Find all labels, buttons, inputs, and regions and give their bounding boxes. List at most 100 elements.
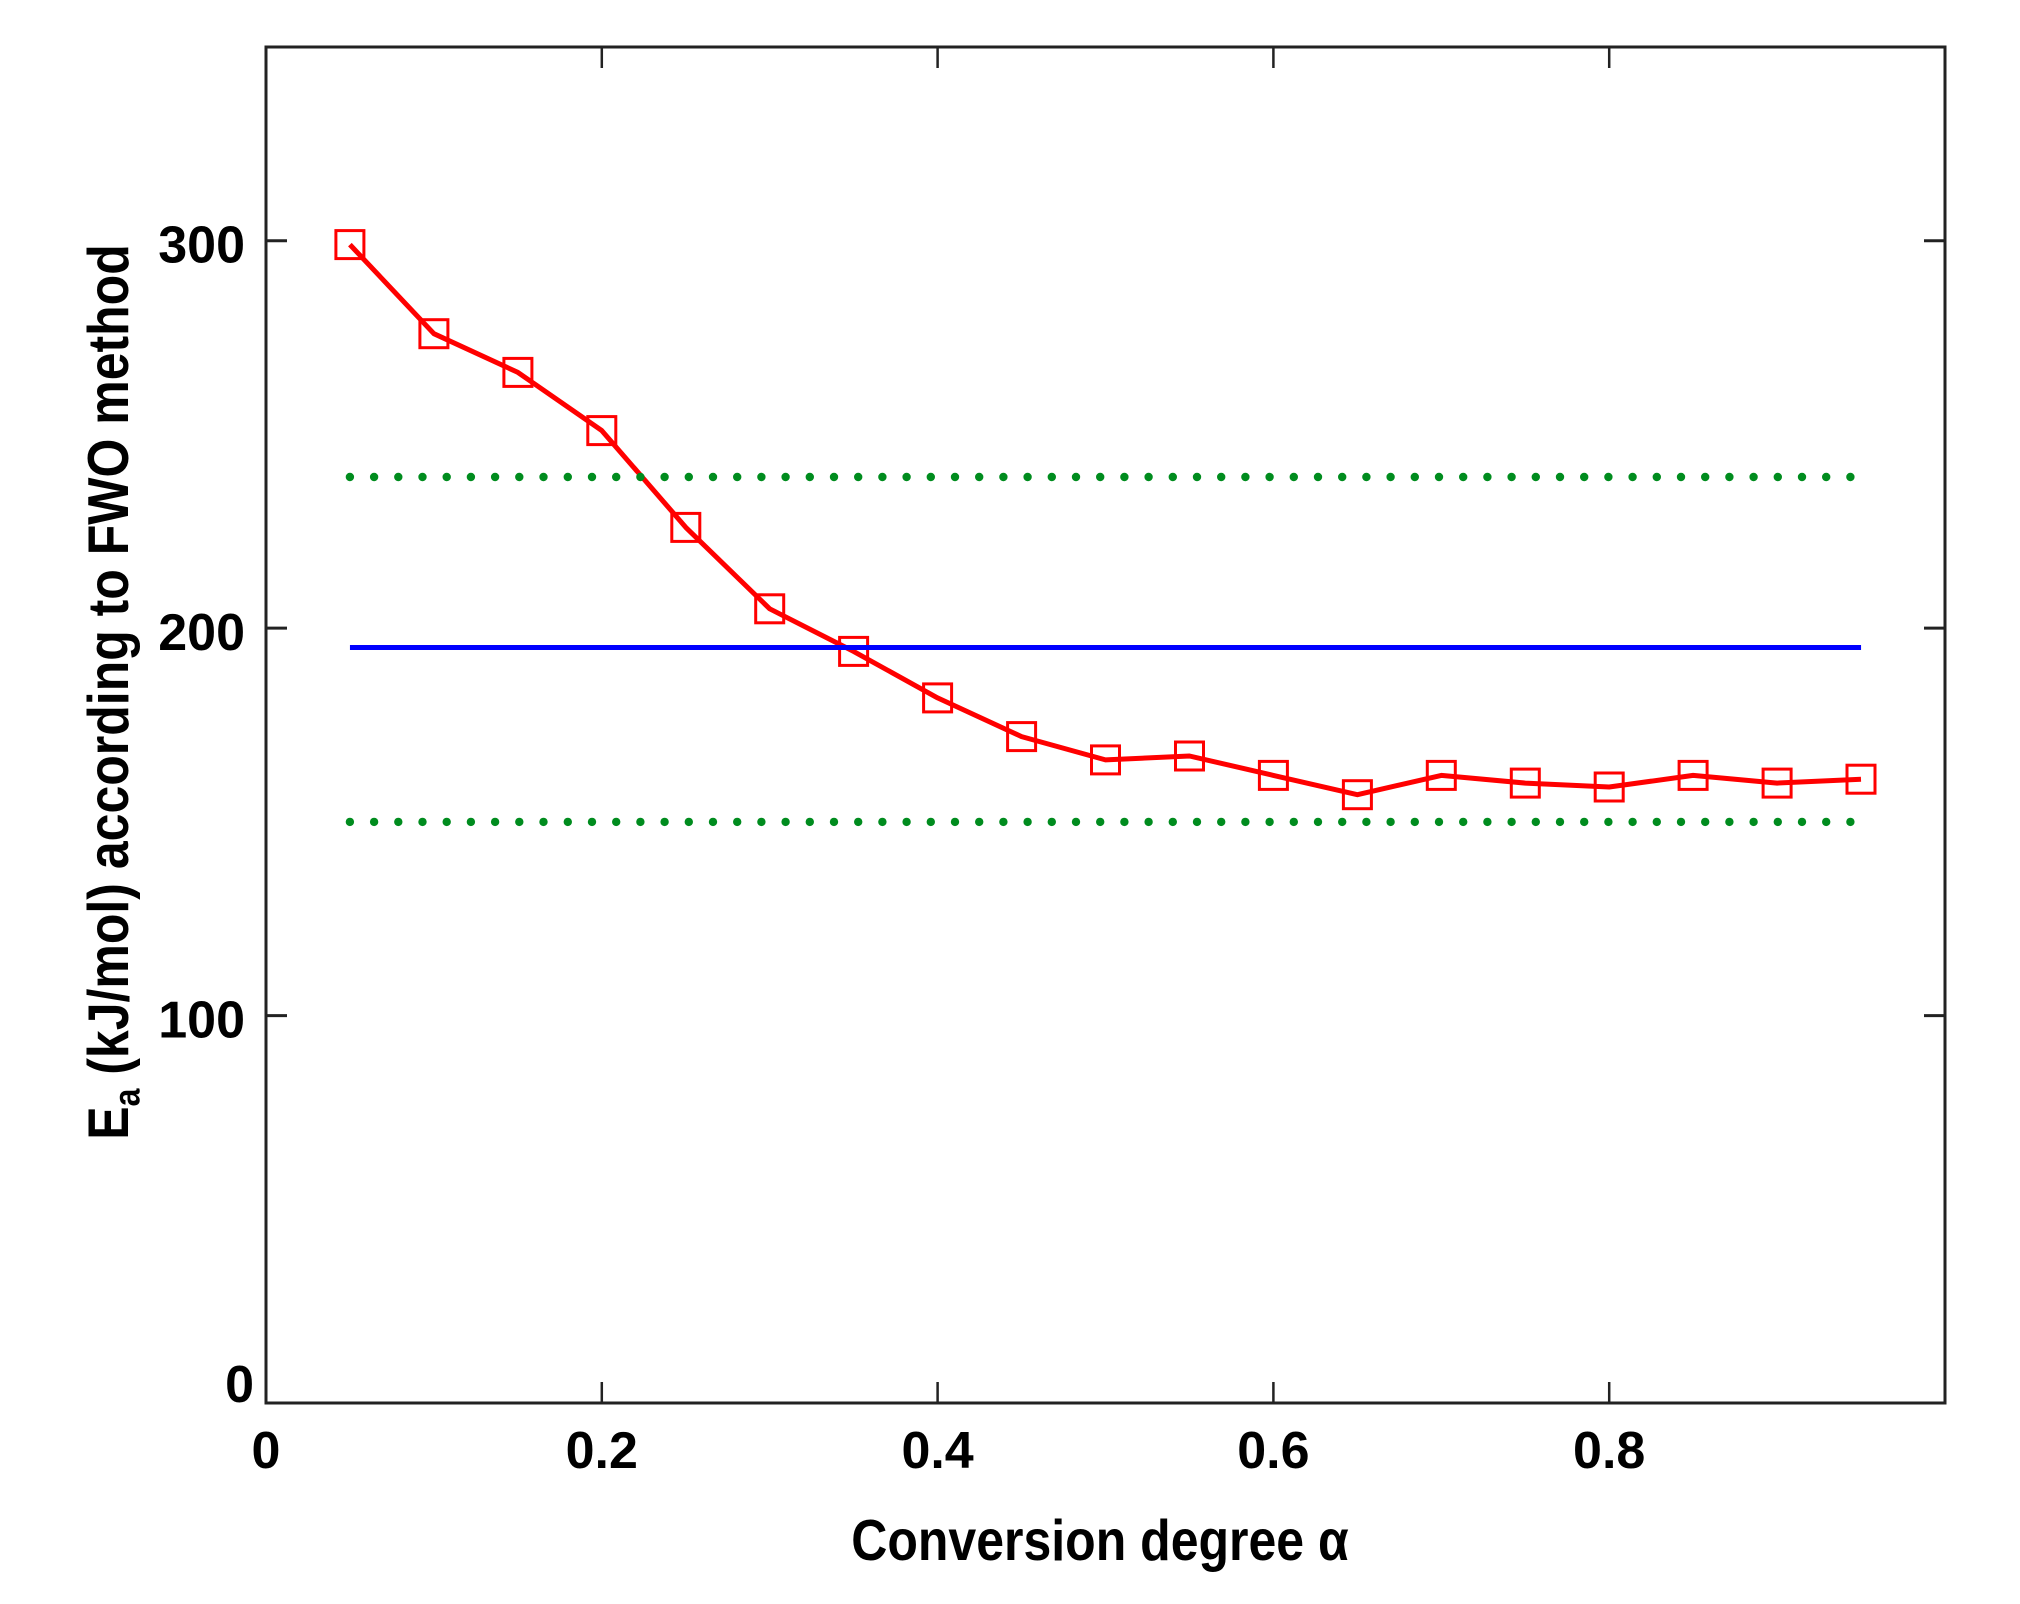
dot <box>781 817 790 827</box>
dot <box>1652 817 1662 827</box>
square-marker <box>1761 767 1793 799</box>
dot <box>1313 817 1323 827</box>
dot <box>1217 817 1226 827</box>
dot <box>1434 472 1444 482</box>
dot <box>442 817 451 827</box>
dot <box>612 817 621 827</box>
dot <box>757 817 766 827</box>
square-marker <box>1006 721 1038 753</box>
dot <box>805 472 814 482</box>
dot <box>781 472 790 482</box>
dot <box>539 472 548 482</box>
dot <box>1192 817 1202 827</box>
dot <box>442 472 451 482</box>
dot <box>490 472 500 482</box>
dot <box>684 472 693 482</box>
dot <box>1410 472 1420 482</box>
dot <box>563 817 572 827</box>
dot <box>926 817 935 827</box>
dot <box>1071 817 1081 827</box>
dot <box>490 817 500 827</box>
dot <box>1071 472 1081 482</box>
dot <box>1773 472 1783 482</box>
square-marker <box>502 356 534 388</box>
x-tick-label: 0.4 <box>901 1422 973 1480</box>
dot <box>539 817 548 827</box>
dot <box>805 817 814 827</box>
dot <box>1555 472 1565 482</box>
square-marker <box>670 511 702 543</box>
dot <box>418 817 427 827</box>
square-marker <box>1090 744 1121 776</box>
dot <box>1483 472 1492 482</box>
y-axis-title-main: E <box>77 1106 141 1139</box>
square-marker <box>1845 763 1877 795</box>
dot <box>466 472 476 482</box>
x-tick-labels: 0 0.2 0.4 0.6 0.8 <box>252 1422 1646 1480</box>
square-marker <box>1425 759 1457 791</box>
y-tick-labels: 0 100 200 300 <box>158 217 254 1414</box>
square-marker <box>418 318 450 350</box>
dot <box>733 817 742 827</box>
dot <box>369 472 379 482</box>
dot <box>1459 472 1468 482</box>
dot <box>1265 472 1274 482</box>
dot <box>975 817 984 827</box>
dot <box>1241 472 1250 482</box>
dot <box>1846 472 1855 482</box>
dot <box>1701 817 1710 827</box>
square-marker <box>1593 771 1625 803</box>
dot <box>1047 817 1057 827</box>
dot <box>345 817 355 827</box>
dot <box>1459 817 1468 827</box>
dot <box>1555 817 1565 827</box>
dot <box>1096 817 1105 827</box>
dot <box>1289 817 1299 827</box>
square-marker <box>1341 779 1373 811</box>
x-tick-label: 0 <box>252 1422 281 1480</box>
dot <box>1144 472 1153 482</box>
dot <box>1531 817 1541 827</box>
dot <box>1096 472 1105 482</box>
dot <box>950 817 960 827</box>
x-axis-title: Conversion degree α <box>851 1509 1348 1573</box>
dot <box>733 472 742 482</box>
dot <box>1410 817 1420 827</box>
dot <box>1749 817 1758 827</box>
square-marker <box>586 415 618 447</box>
axis-ticks <box>266 47 1945 1403</box>
dot <box>660 817 669 827</box>
dot <box>1313 472 1323 482</box>
data-line <box>348 242 1862 798</box>
dot <box>1580 472 1589 482</box>
dot <box>1531 472 1541 482</box>
x-tick-label: 0.6 <box>1237 1422 1309 1480</box>
dot <box>1289 472 1299 482</box>
dot <box>466 817 476 827</box>
dot <box>1725 472 1734 482</box>
dot <box>854 472 863 482</box>
dot <box>563 472 572 482</box>
dot <box>854 817 863 827</box>
dot <box>1144 817 1153 827</box>
dot <box>1822 817 1831 827</box>
dot <box>999 817 1008 827</box>
dot <box>1023 472 1032 482</box>
dot <box>1023 817 1032 827</box>
dot <box>1628 817 1637 827</box>
dot <box>612 472 621 482</box>
plot-area <box>334 229 1877 827</box>
square-marker <box>1257 759 1289 791</box>
square-marker <box>334 229 366 261</box>
dot <box>1192 472 1202 482</box>
dot <box>1338 472 1347 482</box>
dot <box>902 472 911 482</box>
dot <box>1652 472 1662 482</box>
dot <box>1507 472 1516 482</box>
dot <box>1749 472 1758 482</box>
dot <box>345 472 355 482</box>
dot <box>708 817 718 827</box>
dot <box>1265 817 1274 827</box>
dot <box>587 817 597 827</box>
